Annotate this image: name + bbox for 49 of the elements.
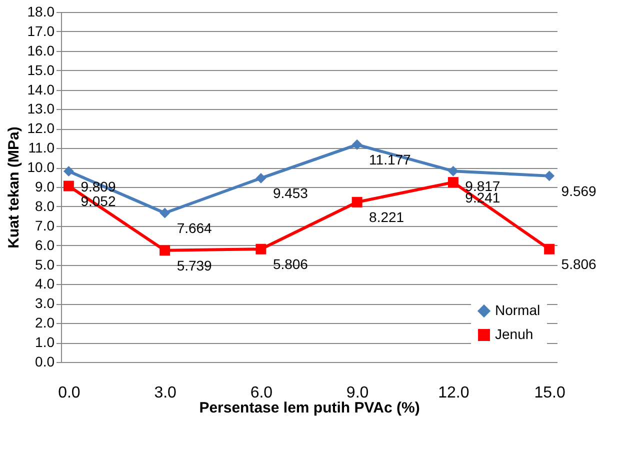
point bbox=[160, 245, 170, 256]
y-tick-label: 3.0 bbox=[35, 295, 55, 312]
y-tick-label: 4.0 bbox=[35, 276, 55, 292]
point bbox=[448, 177, 458, 188]
y-tick-label: 10.0 bbox=[27, 159, 55, 176]
point bbox=[352, 139, 362, 150]
y-tick-label: 14.0 bbox=[27, 81, 55, 98]
point bbox=[448, 166, 458, 176]
data-label: 5.806 bbox=[272, 256, 308, 272]
y-tick-label: 5.0 bbox=[35, 256, 55, 272]
point bbox=[256, 172, 266, 184]
data-label: 11.177 bbox=[369, 152, 412, 168]
data-label: 7.664 bbox=[176, 220, 212, 236]
x-tick-label: 6.0 bbox=[250, 384, 273, 402]
y-tick-label: 15.0 bbox=[27, 62, 55, 78]
x-tick-label: 12.0 bbox=[438, 384, 470, 402]
point bbox=[63, 180, 74, 192]
point bbox=[352, 196, 362, 208]
data-label: 9.453 bbox=[272, 185, 308, 202]
y-tick-label: 9.0 bbox=[35, 178, 55, 194]
legend-label: Jenuh bbox=[495, 326, 534, 342]
data-label: 8.221 bbox=[369, 209, 404, 226]
y-tick-label: 16.0 bbox=[27, 42, 55, 58]
y-tick-label: 11.0 bbox=[28, 140, 55, 156]
y-tick-label: 8.0 bbox=[35, 198, 55, 214]
y-tick-label: 2.0 bbox=[35, 314, 55, 331]
point bbox=[544, 170, 555, 182]
x-tick-label: 0.0 bbox=[58, 384, 80, 402]
data-label: 5.739 bbox=[176, 257, 212, 274]
x-tick-label: 9.0 bbox=[346, 384, 369, 402]
y-tick-label: 12.0 bbox=[27, 120, 55, 136]
point bbox=[544, 244, 555, 254]
y-tick-label: 13.0 bbox=[27, 100, 55, 117]
data-label: 9.569 bbox=[561, 182, 597, 199]
y-tick-label: 6.0 bbox=[35, 236, 55, 253]
data-label: 5.806 bbox=[561, 256, 597, 272]
y-tick-label: 0.0 bbox=[35, 354, 55, 370]
point bbox=[63, 166, 74, 177]
legend-label: Normal bbox=[495, 302, 540, 318]
y-axis-title: Kuat tekan (MPa) bbox=[5, 126, 22, 248]
y-tick-label: 1.0 bbox=[35, 334, 55, 350]
point bbox=[160, 208, 170, 218]
y-tick-label: 17.0 bbox=[27, 22, 55, 39]
point bbox=[256, 244, 266, 254]
x-tick-label: 3.0 bbox=[154, 384, 177, 402]
x-axis-title: Persentase lem putih PVAc (%) bbox=[199, 400, 420, 416]
y-tick-label: 7.0 bbox=[35, 217, 55, 234]
y-tick-label: 18.0 bbox=[27, 4, 55, 20]
x-tick-label: 15.0 bbox=[534, 384, 566, 402]
